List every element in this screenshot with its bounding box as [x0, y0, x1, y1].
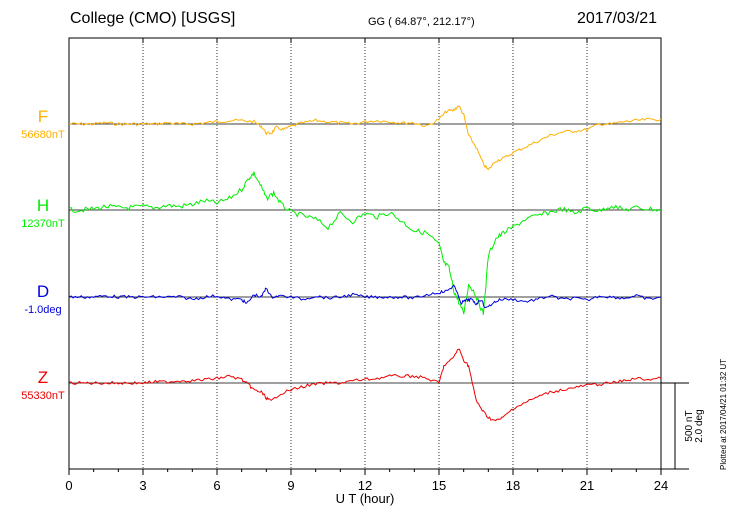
component-h-baseline: 12370nT [21, 218, 65, 230]
x-tick-label: 18 [506, 478, 520, 493]
x-tick-label: 6 [213, 478, 220, 493]
component-z-baseline: 55330nT [21, 390, 65, 402]
x-tick-label: 3 [139, 478, 146, 493]
component-z-label: Z 55330nT [8, 368, 78, 402]
x-tick-label: 15 [432, 478, 446, 493]
plot-date: 2017/03/21 [577, 10, 658, 27]
station-title: College (CMO) [USGS] [70, 10, 236, 27]
component-f-label: F 56680nT [8, 107, 78, 141]
x-tick-label: 0 [65, 478, 72, 493]
plotted-timestamp: Plotted at 2017/04/21 01:32 UT [719, 358, 728, 470]
series-line-f [68, 105, 662, 171]
scale-label: 2.0 deg [694, 409, 705, 442]
component-z-name: Z [37, 368, 49, 387]
component-d-baseline: -1.0deg [24, 304, 62, 316]
geographic-coordinates: GG ( 64.87°, 212.17°) [368, 16, 475, 28]
scale-label: 500 nT [684, 410, 695, 441]
component-d-name: D [36, 282, 50, 301]
x-tick-label: 24 [654, 478, 668, 493]
x-tick-label: 12 [358, 478, 372, 493]
x-axis-label: U T (hour) [336, 491, 395, 506]
x-tick-label: 9 [287, 478, 294, 493]
x-tick-label: 21 [580, 478, 594, 493]
component-f-name: F [37, 107, 49, 126]
series-line-h [68, 171, 662, 315]
component-f-baseline: 56680nT [21, 129, 65, 141]
component-h-label: H 12370nT [8, 196, 78, 230]
component-d-label: D -1.0deg [8, 282, 78, 316]
component-h-name: H [36, 196, 50, 215]
series-line-d [68, 284, 662, 309]
series-line-z [68, 348, 662, 422]
